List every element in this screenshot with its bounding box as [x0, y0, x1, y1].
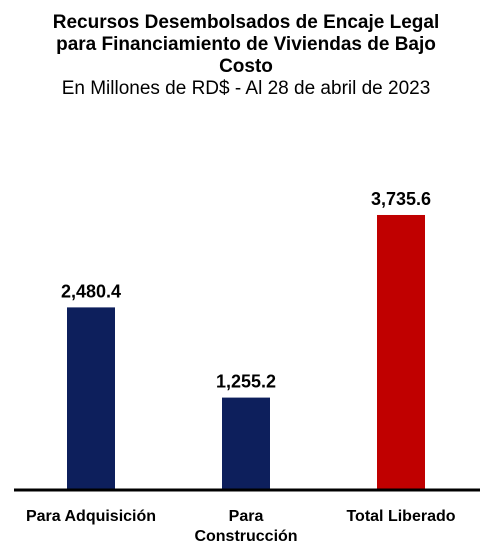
category-label: Total Liberado [346, 508, 455, 525]
data-label: 1,255.2 [216, 372, 276, 392]
category-label: Para Construcción [194, 508, 297, 545]
category-label: Para Adquisición [26, 508, 156, 525]
data-label: 2,480.4 [61, 281, 121, 301]
chart-subtitle: En Millones de RD$ - Al 28 de abril de 2… [61, 78, 431, 99]
chart-header: Recursos Desembolsados de Encaje Legal p… [0, 12, 492, 100]
bar [377, 214, 425, 491]
bar [67, 307, 115, 490]
chart-title: Recursos Desembolsados de Encaje Legal p… [52, 12, 440, 77]
data-label: 3,735.6 [371, 189, 431, 209]
bar [222, 397, 270, 490]
